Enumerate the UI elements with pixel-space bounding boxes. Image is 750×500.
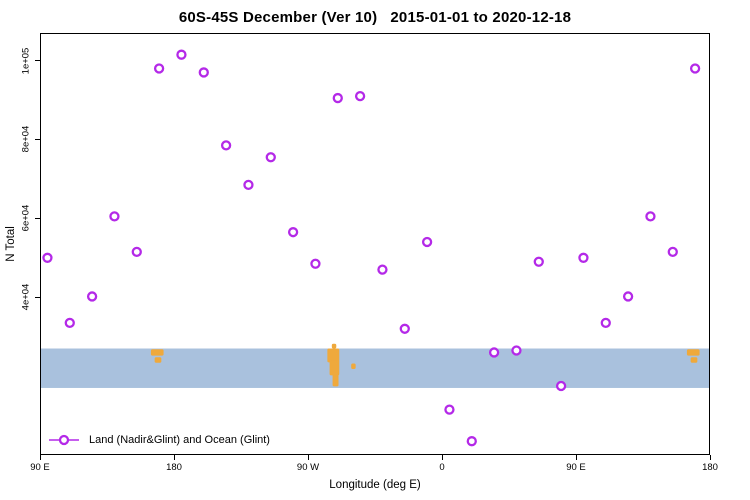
- data-point-marker: [64, 317, 75, 329]
- data-point-marker: [243, 179, 254, 190]
- data-point-marker: [176, 49, 187, 60]
- land-patch: [331, 343, 337, 349]
- data-point-marker: [332, 92, 343, 104]
- data-point-marker: [622, 291, 634, 302]
- data-point-marker: [377, 264, 388, 275]
- data-point-marker: [42, 252, 53, 263]
- data-point-marker: [689, 63, 701, 74]
- data-point-marker: [645, 211, 656, 222]
- y-axis-label: N Total: [5, 226, 17, 262]
- x-tick-label: 180: [166, 462, 182, 473]
- x-tick-mark: [575, 455, 577, 460]
- x-tick-label: 90 E: [566, 462, 586, 473]
- land-patch: [332, 372, 339, 387]
- data-point-marker: [466, 436, 477, 447]
- x-tick-label: 90 W: [296, 462, 320, 473]
- chart-title: 60S-45S December (Ver 10) 2015-01-01 to …: [178, 9, 572, 26]
- land-patch: [686, 349, 700, 356]
- x-tick-mark: [39, 455, 41, 460]
- data-point-marker: [265, 152, 276, 163]
- data-point-marker: [220, 140, 232, 151]
- x-axis-label: Longitude (deg E): [329, 479, 421, 491]
- legend-label: Land (Nadir&Glint) and Ocean (Glint): [89, 434, 270, 446]
- data-point-marker: [444, 404, 455, 415]
- land-patch: [327, 348, 340, 363]
- data-point-marker: [86, 291, 98, 302]
- data-point-marker: [421, 236, 433, 248]
- land-patch: [154, 357, 162, 363]
- data-point-marker: [533, 256, 544, 267]
- x-tick-mark: [173, 455, 175, 460]
- y-tick-label: 1e+05: [20, 47, 32, 74]
- x-tick-mark: [307, 455, 309, 460]
- data-point-marker: [578, 252, 589, 263]
- plot-area: Land (Nadir&Glint) and Ocean (Glint): [40, 33, 710, 455]
- land-patch: [150, 349, 164, 356]
- legend: Land (Nadir&Glint) and Ocean (Glint): [48, 434, 270, 446]
- x-tick-label: 0: [439, 462, 445, 473]
- y-tick-label: 8e+04: [20, 126, 32, 153]
- data-point-marker: [511, 345, 522, 356]
- data-point-marker: [109, 211, 120, 222]
- data-point-marker: [600, 317, 611, 329]
- scatter-plot-canvas: [40, 33, 710, 455]
- data-point-marker: [153, 63, 165, 74]
- x-tick-label: 180: [702, 462, 718, 473]
- data-point-marker: [310, 258, 321, 269]
- x-tick-mark: [441, 455, 443, 460]
- y-tick-label: 6e+04: [20, 205, 32, 232]
- data-point-marker: [555, 380, 567, 392]
- data-point-marker: [198, 67, 209, 78]
- x-tick-mark: [709, 455, 711, 460]
- data-point-marker: [287, 227, 299, 238]
- y-tick-label: 4e+04: [20, 283, 32, 311]
- data-point-marker: [131, 246, 142, 258]
- data-point-marker: [667, 246, 678, 258]
- land-patch: [351, 363, 356, 370]
- plot-border: [40, 33, 710, 455]
- x-tick-label: 90 E: [30, 462, 50, 473]
- data-point-marker: [354, 90, 366, 102]
- data-point-marker: [488, 347, 500, 358]
- legend-circle: [58, 434, 70, 446]
- land-patch: [329, 360, 340, 376]
- ocean-band: [40, 348, 710, 388]
- legend-marker-icon: [49, 434, 79, 446]
- data-point-marker: [399, 323, 410, 334]
- land-patch: [690, 357, 698, 363]
